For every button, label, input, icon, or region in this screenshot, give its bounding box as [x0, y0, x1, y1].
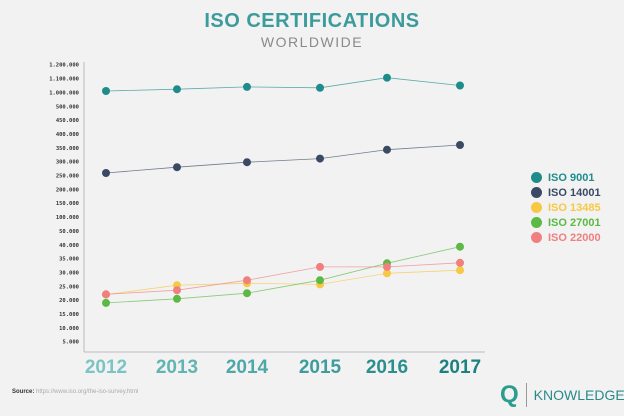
y-tick-label: 1.200.000 [49, 63, 79, 69]
data-point-iso-9001 [456, 81, 464, 90]
data-point-iso-9001 [173, 85, 181, 94]
source-label: Source: [12, 389, 35, 395]
x-tick-label: 2013 [156, 357, 198, 378]
data-point-iso-27001 [173, 294, 181, 303]
y-tick-label: 1.000.000 [49, 90, 79, 96]
data-point-iso-27001 [243, 289, 251, 298]
chart-title: ISO CERTIFICATIONS [204, 10, 420, 32]
data-point-iso-22000 [383, 262, 391, 271]
legend-label: ISO 22000 [548, 231, 601, 244]
legend-swatch [531, 232, 542, 243]
data-point-iso-14001 [173, 163, 181, 172]
x-tick-label: 2015 [299, 357, 342, 378]
legend-item: ISO 13485 [531, 200, 601, 215]
series-line-iso-9001 [105, 77, 461, 92]
y-tick-label: 200.000 [56, 187, 79, 193]
legend-label: ISO 27001 [548, 216, 601, 229]
data-point-iso-22000 [173, 286, 181, 295]
chart-subtitle: WORLDWIDE [260, 34, 364, 50]
series-line-iso-22000 [105, 262, 461, 295]
y-tick-label: 50.000 [59, 229, 79, 235]
data-point-iso-9001 [102, 87, 110, 95]
logo: Q KNOWLEDGE [500, 381, 624, 409]
data-point-iso-22000 [456, 258, 464, 267]
y-tick-label: 450.000 [56, 118, 79, 124]
data-point-iso-14001 [102, 169, 110, 177]
y-tick-label: 40.000 [59, 243, 79, 249]
data-point-iso-14001 [316, 154, 324, 163]
y-tick-label: 100.000 [56, 215, 79, 221]
legend-swatch [531, 202, 542, 213]
y-tick-label: 250.000 [56, 174, 79, 180]
data-point-iso-9001 [383, 73, 391, 82]
data-point-iso-27001 [316, 276, 324, 285]
data-point-iso-22000 [102, 290, 110, 299]
y-tick-label: 30.000 [59, 270, 79, 276]
y-tick-label: 20.000 [59, 298, 79, 304]
y-tick-label: 300.000 [56, 160, 79, 166]
legend-swatch [531, 172, 542, 183]
data-point-iso-22000 [243, 276, 251, 285]
legend: ISO 9001 ISO 14001 ISO 13485 ISO 27001 ISO 2… [531, 170, 601, 245]
legend-item: ISO 14001 [531, 185, 601, 200]
data-point-iso-14001 [383, 145, 391, 154]
data-point-iso-14001 [456, 141, 464, 149]
x-tick-label: 2016 [366, 357, 408, 378]
x-tick-label: 2012 [85, 357, 127, 378]
y-tick-label: 35.000 [59, 257, 79, 263]
series-line-iso-14001 [105, 144, 461, 174]
data-point-iso-27001 [456, 242, 464, 251]
y-tick-label: 400.000 [56, 132, 79, 138]
legend-item: ISO 27001 [531, 215, 601, 230]
y-tick-label: 5.000 [62, 340, 79, 346]
data-point-iso-14001 [243, 158, 251, 167]
legend-item: ISO 22000 [531, 230, 601, 245]
y-tick-label: 150.000 [56, 201, 79, 207]
data-point-iso-13485 [383, 269, 391, 278]
logo-divider [525, 383, 527, 407]
data-point-iso-22000 [316, 262, 324, 271]
x-tick-label: 2017 [439, 357, 481, 378]
data-point-iso-27001 [102, 298, 110, 307]
y-tick-label: 10.000 [59, 326, 79, 332]
series-line-iso-13485 [105, 269, 461, 295]
y-tick-label: 1.100.000 [49, 77, 79, 83]
y-tick-label: 15.000 [59, 312, 79, 318]
legend-label: ISO 14001 [548, 186, 601, 199]
data-point-iso-9001 [316, 83, 324, 92]
data-point-iso-13485 [456, 266, 464, 275]
legend-label: ISO 9001 [548, 171, 595, 184]
logo-q-mark: Q [500, 381, 519, 408]
y-tick-label: 350.000 [56, 146, 79, 152]
x-tick-label: 2014 [226, 357, 269, 378]
y-tick-label: 500.000 [56, 104, 79, 110]
y-tick-label: 25.000 [59, 284, 79, 290]
legend-swatch [531, 187, 542, 198]
source-url[interactable]: https://www.iso.org/the-iso-survey.html [36, 389, 139, 395]
legend-swatch [531, 217, 542, 228]
series-line-iso-27001 [105, 246, 461, 304]
source-note: Source: https://www.iso.org/the-iso-surv… [12, 389, 138, 395]
legend-label: ISO 13485 [548, 201, 601, 214]
logo-text: KNOWLEDGE [533, 387, 624, 403]
data-point-iso-9001 [243, 82, 251, 91]
legend-item: ISO 9001 [531, 170, 601, 185]
